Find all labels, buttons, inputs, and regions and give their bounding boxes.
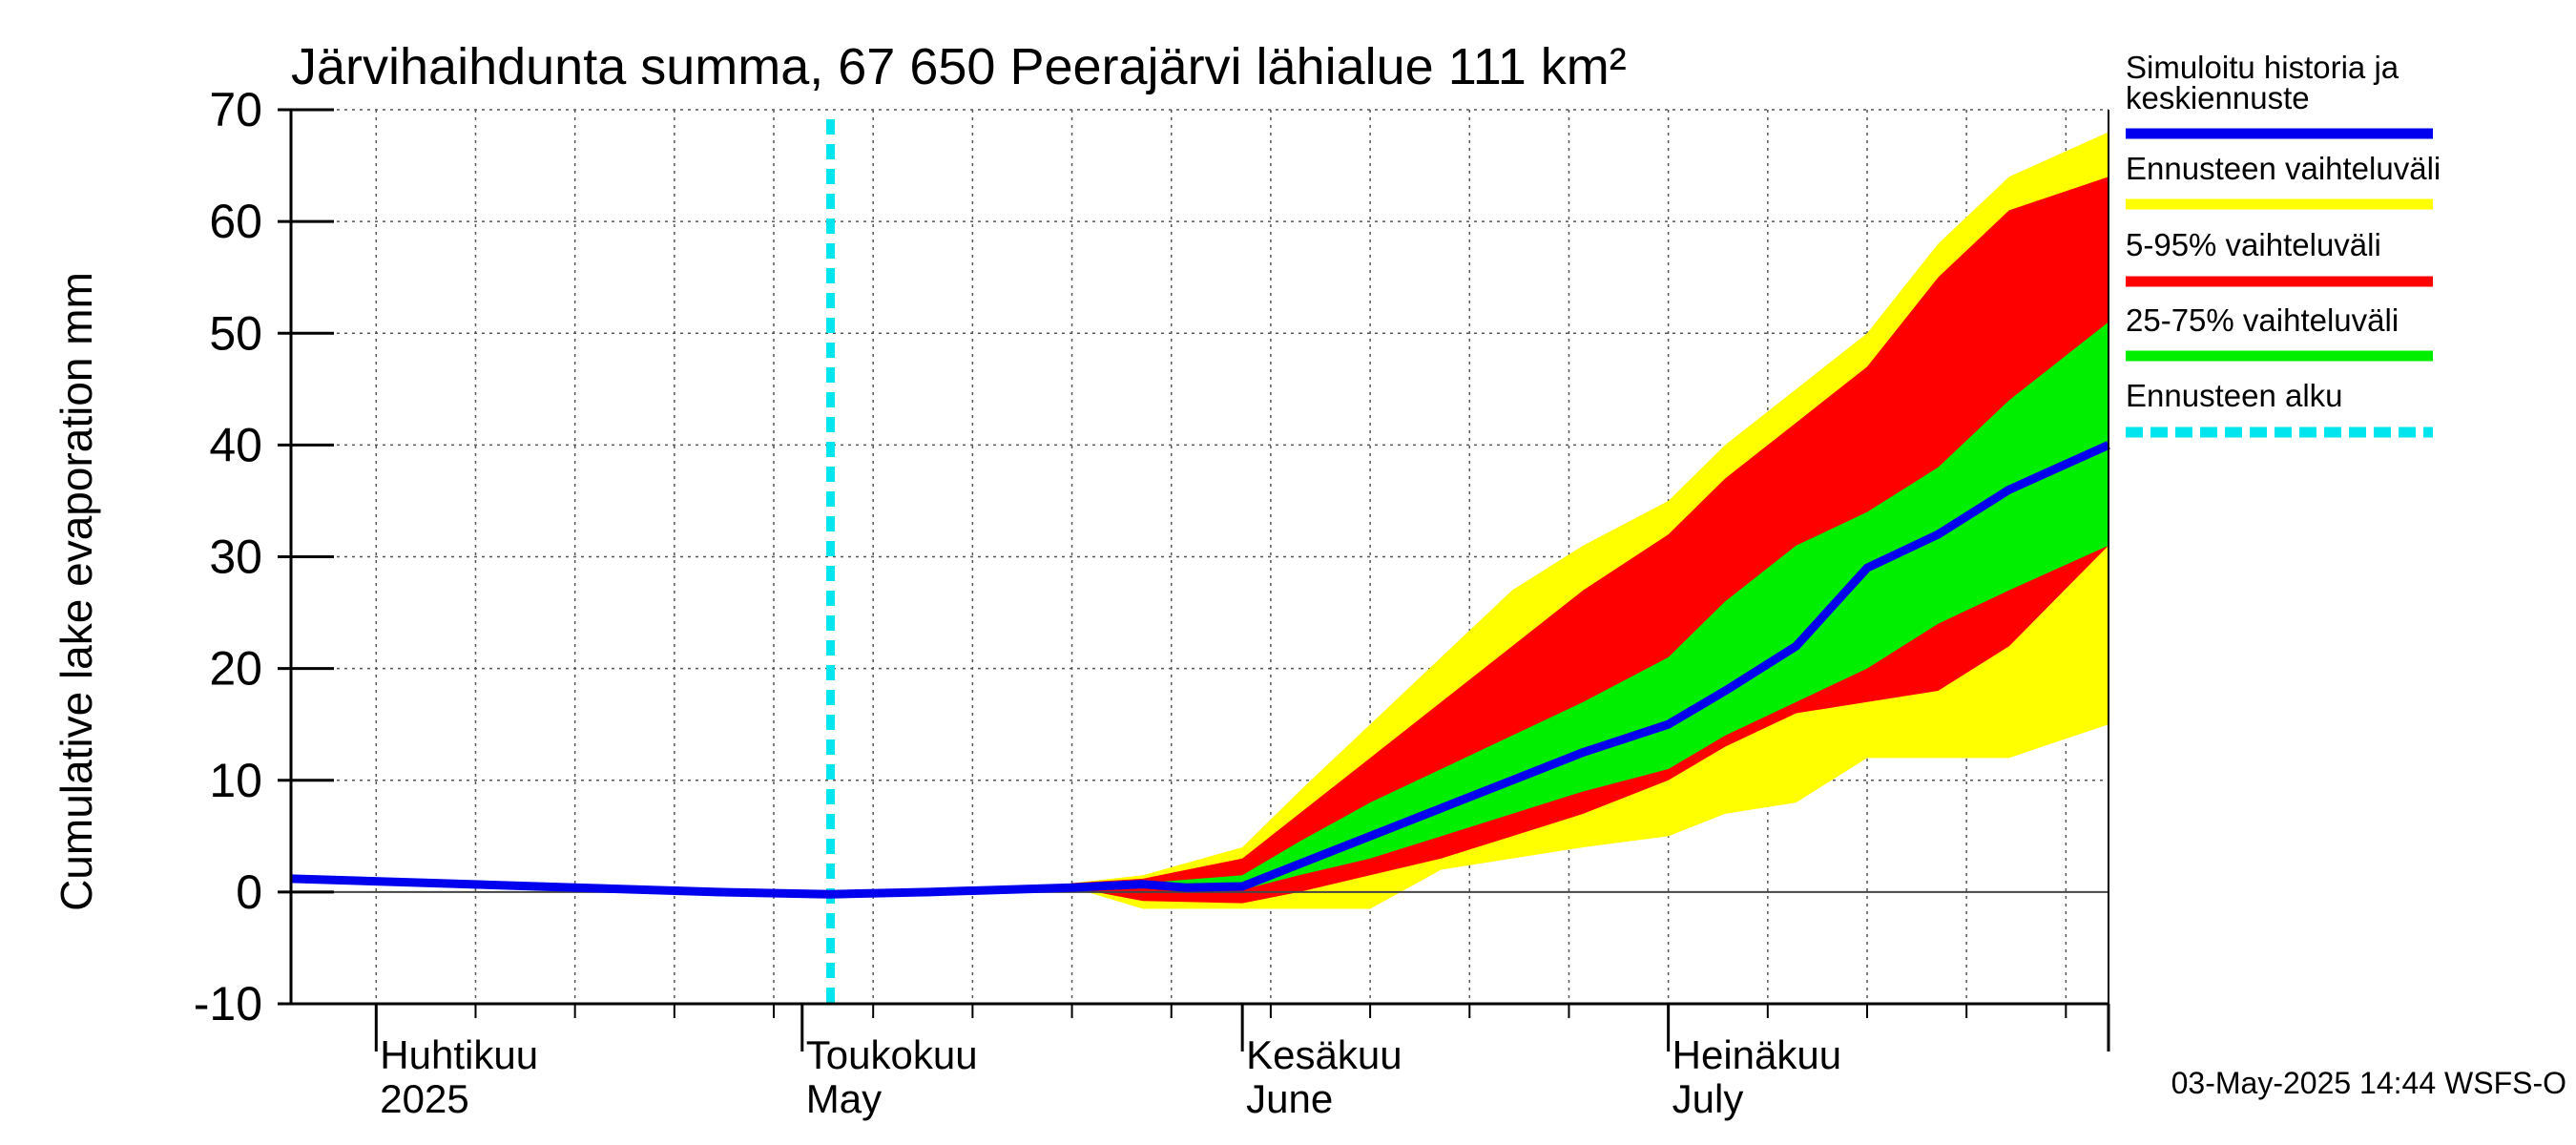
month-sublabel: June bbox=[1246, 1076, 1333, 1121]
y-tick-label: 30 bbox=[209, 531, 262, 584]
series-lines bbox=[290, 119, 2110, 1004]
y-tick-label: 50 bbox=[209, 306, 262, 360]
band-25-75 bbox=[1142, 322, 2109, 890]
y-axis-label: Cumulative lake evaporation mm bbox=[52, 272, 101, 911]
legend-label: Ennusteen alku bbox=[2126, 378, 2343, 413]
month-label: Kesäkuu bbox=[1246, 1032, 1402, 1077]
grid-lines bbox=[291, 109, 2109, 1004]
month-label: Heinäkuu bbox=[1672, 1032, 1841, 1077]
legend-label: 25-75% vaihteluväli bbox=[2126, 302, 2399, 338]
y-tick-label: 10 bbox=[209, 754, 262, 807]
y-tick-label: 20 bbox=[209, 642, 262, 696]
median-line bbox=[290, 441, 2110, 899]
month-label: Huhtikuu bbox=[380, 1032, 538, 1077]
month-sublabel: May bbox=[806, 1076, 882, 1121]
legend-label: Ennusteen vaihteluväli bbox=[2126, 151, 2441, 186]
month-label: Toukokuu bbox=[806, 1032, 978, 1077]
month-sublabel: July bbox=[1672, 1076, 1744, 1121]
month-sublabel: 2025 bbox=[380, 1076, 468, 1121]
band-full-range bbox=[1071, 132, 2109, 909]
footer-timestamp: 03-May-2025 14:44 WSFS-O bbox=[2171, 1066, 2566, 1100]
y-tick-label: 0 bbox=[236, 865, 262, 919]
y-tick-label: 70 bbox=[209, 83, 262, 136]
legend-label: Simuloitu historia ja bbox=[2126, 50, 2399, 85]
legend-label: 5-95% vaihteluväli bbox=[2126, 227, 2381, 262]
y-tick-label: 40 bbox=[209, 418, 262, 471]
y-tick-label: -10 bbox=[194, 977, 262, 1030]
legend-label: keskiennuste bbox=[2126, 80, 2310, 115]
chart-title: Järvihaihdunta summa, 67 650 Peerajärvi … bbox=[291, 38, 1627, 95]
forecast-bands bbox=[291, 132, 2109, 909]
y-tick-label: 60 bbox=[209, 195, 262, 248]
